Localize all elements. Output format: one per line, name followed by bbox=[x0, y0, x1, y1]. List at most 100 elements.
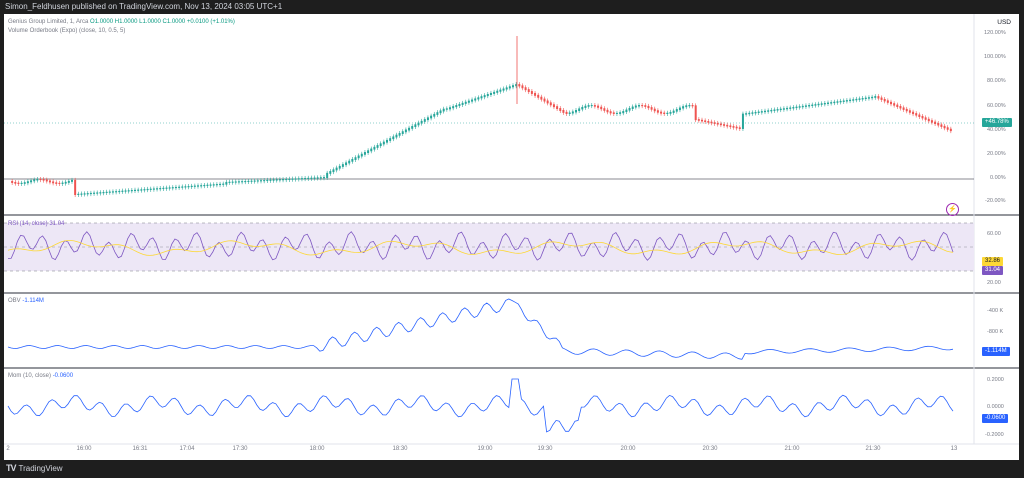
candle-body bbox=[244, 180, 247, 183]
candle-body bbox=[209, 184, 212, 186]
candle-body bbox=[729, 125, 732, 128]
candle-body bbox=[770, 109, 773, 112]
candle-body bbox=[489, 92, 492, 96]
candle-body bbox=[382, 141, 385, 145]
candle-body bbox=[527, 89, 530, 93]
candle-body bbox=[710, 121, 713, 124]
candle-body bbox=[852, 99, 855, 101]
candle-body bbox=[801, 105, 804, 108]
candle-body bbox=[738, 127, 741, 129]
rsi-legend-text: RSI (14, close) 31.04 bbox=[8, 221, 65, 227]
candle-body bbox=[508, 86, 511, 89]
candle-body bbox=[203, 184, 206, 187]
candle-body bbox=[518, 84, 521, 87]
tradingview-logo[interactable]: TV TradingView bbox=[6, 463, 63, 473]
candle-body bbox=[575, 110, 577, 113]
candle-body bbox=[723, 124, 726, 126]
candle-body bbox=[836, 101, 839, 103]
candle-body bbox=[940, 124, 943, 127]
candle-body bbox=[682, 106, 685, 109]
obv-legend-value: -1.114M bbox=[22, 298, 44, 304]
candle-body bbox=[849, 99, 852, 102]
time-axis-label: 20:00 bbox=[620, 446, 636, 452]
candle-body bbox=[45, 179, 48, 182]
candle-body bbox=[515, 84, 518, 87]
candle-body bbox=[319, 177, 322, 179]
candle-body bbox=[804, 105, 807, 107]
candle-body bbox=[156, 188, 159, 190]
candle-body bbox=[590, 105, 593, 107]
candle-body bbox=[323, 177, 325, 179]
chart-canvas[interactable] bbox=[4, 14, 1019, 460]
candle-body bbox=[86, 193, 89, 195]
time-axis-label: 20:30 bbox=[702, 446, 718, 452]
candle-body bbox=[798, 106, 801, 108]
candle-body bbox=[442, 108, 445, 112]
candle-body bbox=[480, 96, 483, 99]
candle-body bbox=[719, 123, 722, 126]
candle-body bbox=[354, 157, 357, 160]
candle-body bbox=[549, 102, 552, 106]
candle-body bbox=[379, 143, 382, 147]
candle-body bbox=[817, 103, 820, 106]
lightning-icon[interactable]: ⚡ bbox=[946, 203, 959, 216]
candle-body bbox=[127, 190, 130, 192]
candle-body bbox=[102, 192, 105, 194]
candle-body bbox=[741, 113, 744, 129]
candle-body bbox=[105, 191, 108, 194]
candle-body bbox=[39, 179, 42, 181]
candle-body bbox=[779, 108, 782, 111]
candle-body bbox=[672, 110, 675, 113]
candle-body bbox=[921, 115, 924, 119]
candle-body bbox=[946, 127, 949, 130]
candle-body bbox=[644, 105, 647, 107]
candle-body bbox=[30, 180, 33, 183]
candle-body bbox=[477, 97, 480, 100]
candle-body bbox=[537, 94, 540, 98]
rsi-ma-badge: 32.86 bbox=[982, 257, 1004, 266]
candle-body bbox=[260, 180, 262, 182]
obv-legend[interactable]: OBV -1.114M bbox=[8, 297, 44, 305]
candle-body bbox=[530, 91, 533, 94]
rsi-legend[interactable]: RSI (14, close) 31.04 bbox=[8, 220, 64, 228]
candle-body bbox=[656, 110, 659, 113]
candle-body bbox=[206, 184, 209, 186]
candle-body bbox=[726, 124, 729, 127]
candle-body bbox=[130, 190, 133, 192]
candle-body bbox=[927, 118, 930, 122]
candle-body bbox=[625, 109, 628, 113]
candle-body bbox=[398, 132, 401, 136]
candle-body bbox=[329, 171, 332, 174]
time-axis-label: 18:00 bbox=[309, 446, 325, 452]
candle-body bbox=[404, 129, 407, 133]
candle-body bbox=[896, 104, 899, 108]
indicator-name: Volume Orderbook (Expo) (close, 10, 0.5,… bbox=[8, 28, 126, 34]
candle-body bbox=[839, 100, 842, 103]
candle-body bbox=[521, 85, 524, 89]
momentum-line bbox=[7, 378, 954, 433]
indicator-legend[interactable]: Volume Orderbook (Expo) (close, 10, 0.5,… bbox=[8, 27, 125, 35]
chart-area[interactable]: USD Genius Group Limited, 1, Arca O1.000… bbox=[4, 14, 1019, 460]
mom-legend[interactable]: Mom (10, close) -0.0600 bbox=[8, 372, 73, 380]
candle-body bbox=[89, 192, 92, 195]
candle-body bbox=[23, 182, 26, 184]
currency-label[interactable]: USD bbox=[997, 19, 1011, 26]
mom-scale-label: 0.2000 bbox=[987, 377, 1004, 383]
candle-body bbox=[137, 189, 140, 191]
candle-body bbox=[300, 178, 303, 180]
candle-body bbox=[864, 97, 867, 100]
candle-body bbox=[99, 192, 102, 194]
candle-body bbox=[937, 123, 940, 126]
candle-body bbox=[108, 191, 111, 193]
candle-body bbox=[877, 96, 880, 99]
symbol-legend[interactable]: Genius Group Limited, 1, Arca O1.0000 H1… bbox=[8, 18, 235, 26]
candle-body bbox=[231, 181, 234, 183]
candle-body bbox=[685, 105, 688, 108]
rsi-band bbox=[4, 223, 974, 271]
candle-body bbox=[310, 177, 313, 179]
candle-body bbox=[562, 109, 565, 113]
time-axis-label: 13 bbox=[950, 446, 958, 452]
candle-body bbox=[622, 111, 625, 114]
candle-body bbox=[782, 108, 785, 110]
low-value: L1.0000 bbox=[139, 19, 161, 25]
